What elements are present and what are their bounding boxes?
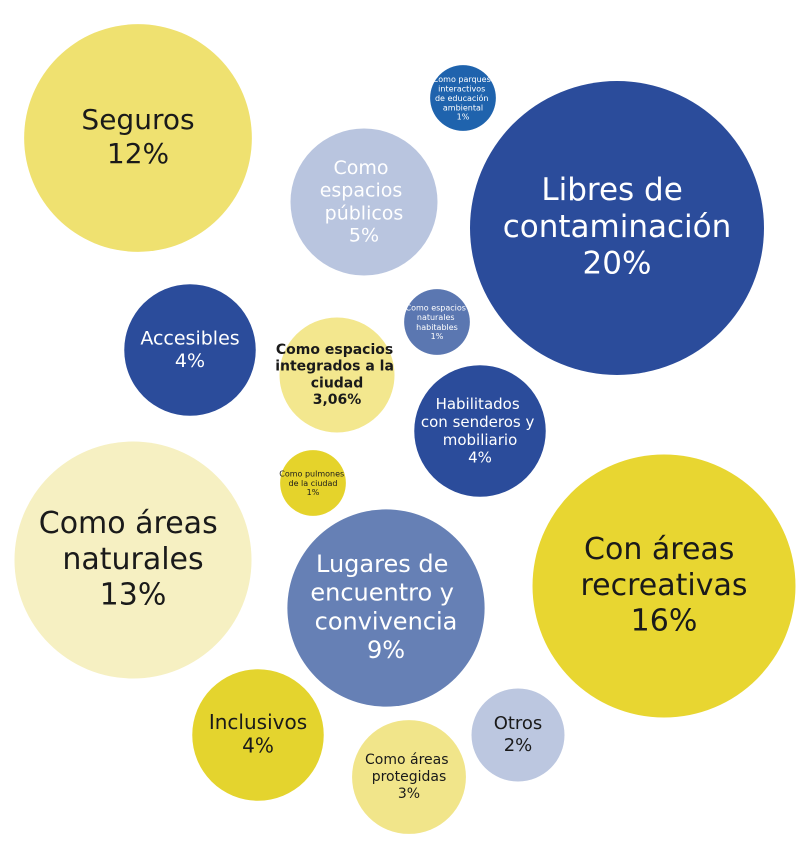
bubble-label: Con áreas recreativas <box>580 532 747 603</box>
bubble <box>287 509 485 707</box>
bubble-label: Como pulmones de la ciudad <box>279 469 346 488</box>
bubble-value: 2% <box>504 735 533 756</box>
bubble-value: 4% <box>175 350 205 372</box>
bubble-label: Otros <box>494 713 543 734</box>
bubble-value: 12% <box>107 137 169 170</box>
bubble-value: 9% <box>367 636 405 664</box>
bubble-value: 3,06% <box>313 392 362 408</box>
bubble <box>192 669 324 801</box>
bubble <box>280 450 346 516</box>
bubble-value: 4% <box>242 734 274 758</box>
bubble-value: 13% <box>100 578 167 613</box>
bubble <box>532 454 796 718</box>
bubble-label: Libres de contaminación <box>503 171 732 244</box>
bubble <box>471 688 565 782</box>
bubble-label: Lugares de encuentro y convivencia <box>310 550 461 636</box>
bubble <box>404 289 470 355</box>
bubble-value: 4% <box>468 449 492 467</box>
bubble-value: 1% <box>457 113 470 122</box>
bubble <box>24 24 252 252</box>
bubble <box>290 128 438 276</box>
bubble-label: Como parques interactivos de educación a… <box>433 74 494 112</box>
bubble <box>414 365 546 497</box>
bubble-label: Accesibles <box>140 327 239 349</box>
bubble <box>470 81 764 375</box>
bubble-value: 1% <box>431 332 444 341</box>
bubble-label: Como espacios naturales habitables <box>405 303 468 331</box>
bubble <box>430 65 496 131</box>
bubble-value: 16% <box>631 604 698 639</box>
bubble <box>124 284 256 416</box>
bubble <box>279 317 395 433</box>
bubble-label: Como áreas protegidas <box>365 752 453 785</box>
bubble-label: Como áreas naturales <box>39 506 227 577</box>
bubble-label: Como espacios integrados a la ciudad <box>275 342 399 392</box>
bubble <box>352 720 466 834</box>
bubble-label: Habilitados con senderos y mobiliario <box>421 395 539 449</box>
bubble-value: 1% <box>307 488 320 497</box>
bubble-label: Inclusivos <box>209 710 307 734</box>
bubble-label: Seguros <box>81 103 194 136</box>
bubble-value: 5% <box>349 225 379 247</box>
bubble-label: Como espacios públicos <box>320 156 409 224</box>
bubble <box>14 441 252 679</box>
bubble-value: 20% <box>583 246 652 282</box>
bubble-value: 3% <box>398 786 420 802</box>
